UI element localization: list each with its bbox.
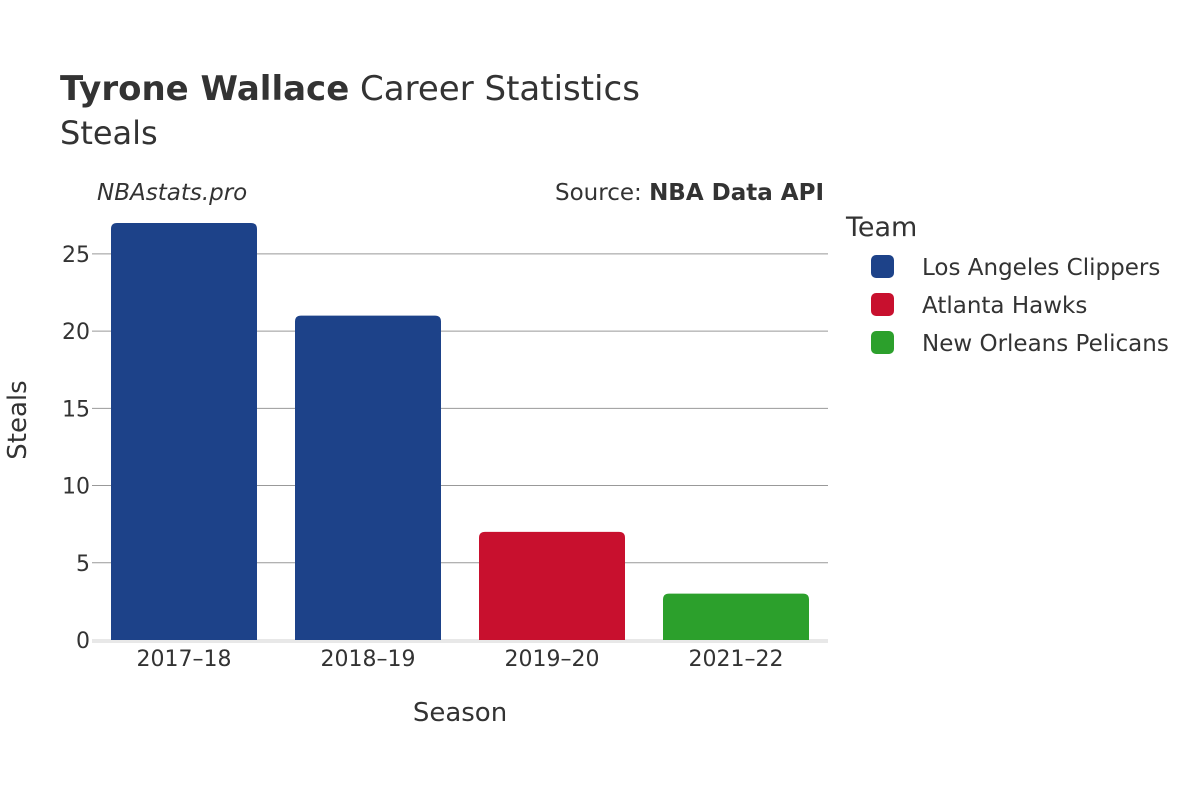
legend-title: Team bbox=[845, 212, 917, 243]
y-axis-title: Steals bbox=[3, 380, 33, 459]
chart-subtitle: Steals bbox=[60, 114, 158, 152]
bar-2018–19 bbox=[295, 315, 441, 640]
bars-group bbox=[111, 223, 809, 640]
y-tick-label: 5 bbox=[76, 552, 90, 577]
y-tick-label: 20 bbox=[62, 320, 90, 345]
x-tick-label: 2018–19 bbox=[321, 647, 416, 672]
y-tick-label: 15 bbox=[62, 397, 90, 422]
legend-label: Atlanta Hawks bbox=[922, 293, 1087, 319]
y-axis-ticks: 0 5 10 15 20 25 bbox=[62, 243, 90, 654]
bar-2021–22 bbox=[663, 593, 809, 640]
bar-2017–18 bbox=[111, 223, 257, 640]
y-tick-label: 25 bbox=[62, 243, 90, 268]
legend-swatch bbox=[871, 331, 894, 354]
x-tick-label: 2021–22 bbox=[689, 647, 784, 672]
legend-swatch bbox=[871, 293, 894, 316]
chart-title-suffix: Career Statistics bbox=[349, 69, 640, 109]
watermark-text: NBAstats.pro bbox=[97, 180, 247, 206]
x-tick-label: 2019–20 bbox=[505, 647, 600, 672]
legend-label: Los Angeles Clippers bbox=[922, 255, 1160, 281]
y-tick-label: 0 bbox=[76, 629, 90, 654]
source-prefix: Source: bbox=[555, 180, 649, 206]
x-axis-ticks: 2017–18 2018–19 2019–20 2021–22 bbox=[137, 647, 784, 672]
y-tick-label: 10 bbox=[62, 475, 90, 500]
legend-swatch bbox=[871, 255, 894, 278]
x-axis-title: Season bbox=[413, 698, 507, 728]
bar-2019–20 bbox=[479, 531, 625, 640]
chart-title: Tyrone Wallace Career Statistics bbox=[60, 69, 640, 109]
x-tick-label: 2017–18 bbox=[137, 647, 232, 672]
source-name: NBA Data API bbox=[649, 180, 824, 206]
source-text: Source: NBA Data API bbox=[555, 180, 824, 206]
chart-title-player: Tyrone Wallace bbox=[60, 69, 349, 109]
legend: Los Angeles Clippers Atlanta Hawks New Orl… bbox=[871, 255, 1169, 357]
legend-label: New Orleans Pelicans bbox=[922, 331, 1169, 357]
